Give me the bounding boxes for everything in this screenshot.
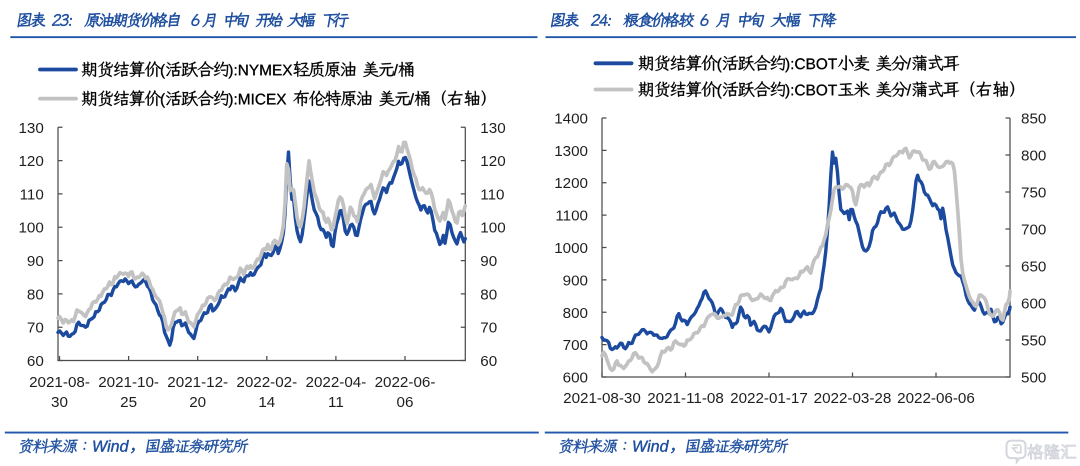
svg-text:850: 850 xyxy=(1021,111,1046,128)
svg-text:120: 120 xyxy=(480,153,505,170)
svg-text:90: 90 xyxy=(27,253,44,270)
svg-text:120: 120 xyxy=(18,153,43,170)
svg-text:2022-06-06: 2022-06-06 xyxy=(897,390,975,407)
svg-text:14: 14 xyxy=(258,394,275,411)
svg-text:2022-01-17: 2022-01-17 xyxy=(730,390,808,407)
svg-text:900: 900 xyxy=(563,272,588,289)
svg-text:70: 70 xyxy=(27,320,44,337)
svg-text:25: 25 xyxy=(120,394,137,411)
svg-text:100: 100 xyxy=(480,220,505,237)
svg-text:600: 600 xyxy=(1021,296,1046,313)
svg-text:2022-03-28: 2022-03-28 xyxy=(814,390,892,407)
svg-text:700: 700 xyxy=(1021,222,1046,239)
svg-text:500: 500 xyxy=(1021,370,1046,387)
svg-text:650: 650 xyxy=(1021,259,1046,276)
svg-text:800: 800 xyxy=(1021,148,1046,165)
svg-text:11: 11 xyxy=(328,394,344,411)
svg-text:700: 700 xyxy=(563,337,588,354)
svg-text:06: 06 xyxy=(397,394,414,411)
svg-text:110: 110 xyxy=(20,186,44,203)
svg-text:60: 60 xyxy=(27,353,44,370)
svg-text:600: 600 xyxy=(563,370,588,387)
svg-text:20: 20 xyxy=(189,394,206,411)
svg-text:100: 100 xyxy=(18,220,43,237)
svg-text:110: 110 xyxy=(480,186,504,203)
svg-text:2021-12-: 2021-12- xyxy=(167,374,228,391)
svg-text:90: 90 xyxy=(480,253,497,270)
svg-text:2022-02-: 2022-02- xyxy=(236,374,297,391)
svg-text:80: 80 xyxy=(480,286,497,303)
svg-text:30: 30 xyxy=(51,394,68,411)
svg-text:80: 80 xyxy=(27,286,44,303)
svg-text:1000: 1000 xyxy=(554,240,588,257)
svg-text:130: 130 xyxy=(480,120,505,137)
svg-text:2021-08-: 2021-08- xyxy=(29,374,90,391)
svg-text:550: 550 xyxy=(1021,333,1046,350)
svg-text:70: 70 xyxy=(480,320,497,337)
svg-text:1200: 1200 xyxy=(554,175,588,192)
svg-text:2022-04-: 2022-04- xyxy=(306,374,367,391)
svg-text:2021-11-08: 2021-11-08 xyxy=(647,390,724,407)
svg-text:800: 800 xyxy=(563,305,588,322)
svg-text:1100: 1100 xyxy=(555,208,588,225)
svg-text:130: 130 xyxy=(18,120,43,137)
svg-text:2022-06-: 2022-06- xyxy=(375,374,436,391)
svg-text:2021-10-: 2021-10- xyxy=(98,374,159,391)
svg-text:1400: 1400 xyxy=(554,111,588,128)
svg-text:1300: 1300 xyxy=(554,143,588,160)
svg-text:750: 750 xyxy=(1021,185,1046,202)
svg-text:60: 60 xyxy=(480,353,497,370)
svg-text:2021-08-30: 2021-08-30 xyxy=(563,390,641,407)
